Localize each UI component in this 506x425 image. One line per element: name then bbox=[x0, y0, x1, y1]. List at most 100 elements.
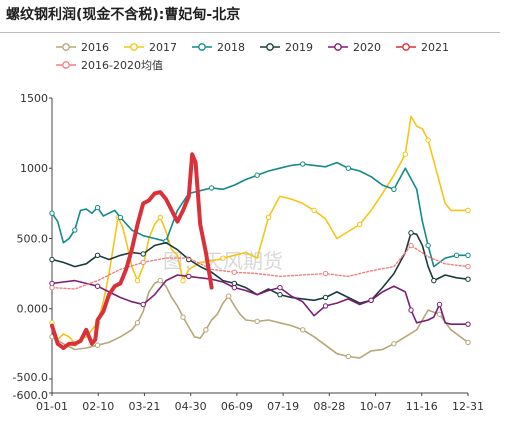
x-tick-label: 01-01 bbox=[36, 400, 68, 413]
series-marker bbox=[465, 276, 471, 282]
series-marker bbox=[186, 273, 192, 280]
x-tick-label: 03-21 bbox=[128, 400, 160, 413]
series-marker bbox=[94, 204, 101, 211]
legend-label: 2016-2020均值 bbox=[81, 59, 163, 72]
x-tick-label: 07-19 bbox=[267, 400, 299, 413]
series-line-1 bbox=[51, 115, 469, 345]
series-marker bbox=[465, 207, 471, 214]
series-marker bbox=[465, 321, 471, 327]
series-marker bbox=[134, 320, 141, 326]
watermark-text: 图：天风期货 bbox=[163, 249, 283, 273]
series-marker bbox=[231, 269, 238, 275]
series-marker bbox=[140, 259, 146, 266]
legend-item: 2017 bbox=[123, 41, 177, 54]
series-marker bbox=[94, 342, 101, 348]
y-tick-label: 0.000 bbox=[17, 303, 49, 316]
series-marker bbox=[231, 284, 238, 291]
y-tick-label: -500.0 bbox=[13, 371, 48, 384]
legend-item: 2020 bbox=[327, 41, 381, 54]
series-line-4 bbox=[51, 274, 469, 325]
legend-swatch-icon bbox=[56, 61, 76, 69]
series-marker bbox=[157, 277, 163, 284]
series-marker bbox=[311, 207, 317, 214]
y-tick-label: 1000 bbox=[20, 162, 48, 175]
x-tick-label: 11-16 bbox=[406, 400, 438, 413]
series-line-2 bbox=[51, 161, 469, 268]
series-marker bbox=[180, 314, 186, 320]
y-tick-label: 500.0 bbox=[17, 232, 49, 245]
legend-item: 2021 bbox=[395, 41, 449, 54]
series-marker bbox=[94, 252, 101, 259]
series-marker bbox=[208, 185, 215, 191]
legend-label: 2016 bbox=[81, 40, 109, 54]
series-marker bbox=[220, 255, 226, 261]
series-marker bbox=[465, 252, 471, 259]
series-marker bbox=[408, 230, 414, 236]
series-marker bbox=[357, 221, 363, 228]
series-marker bbox=[465, 339, 471, 346]
legend-swatch-icon bbox=[260, 43, 280, 51]
legend-item: 2016 bbox=[55, 41, 109, 54]
legend-item: 2018 bbox=[191, 41, 245, 54]
series-marker bbox=[72, 227, 78, 233]
legend-swatch-icon bbox=[192, 43, 212, 51]
series-marker bbox=[436, 301, 443, 308]
x-tick-label: 12-31 bbox=[452, 400, 484, 413]
legend-label: 2020 bbox=[353, 40, 381, 54]
legend-swatch-icon bbox=[396, 43, 416, 51]
series-marker bbox=[322, 294, 329, 301]
legend-row: 2016 2017 2018 2019 2020 2021 bbox=[55, 38, 495, 56]
chart-title: 螺纹钢利润(现金不含税):曹妃甸-北京 bbox=[6, 7, 241, 23]
series-marker bbox=[345, 165, 352, 171]
x-tick-label: 10-07 bbox=[360, 400, 392, 413]
series-marker bbox=[203, 327, 209, 333]
legend-swatch-icon bbox=[328, 43, 348, 51]
series-line-6 bbox=[51, 244, 469, 290]
series-marker bbox=[49, 284, 55, 291]
series-marker bbox=[425, 137, 431, 143]
chart-legend: 2016 2017 2018 2019 2020 2021 2016-2020均值 bbox=[55, 38, 495, 74]
legend-row: 2016-2020均值 bbox=[55, 56, 495, 74]
series-marker bbox=[254, 172, 260, 178]
legend-label: 2018 bbox=[217, 40, 245, 54]
title-divider bbox=[0, 32, 500, 33]
legend-label: 2017 bbox=[149, 40, 177, 54]
series-marker bbox=[322, 303, 329, 309]
legend-swatch-icon bbox=[56, 43, 76, 51]
series-marker bbox=[300, 161, 306, 167]
series-marker bbox=[225, 293, 232, 299]
x-tick-label: 02-10 bbox=[82, 400, 114, 413]
series-marker bbox=[94, 283, 101, 289]
series-marker bbox=[436, 311, 443, 318]
series-marker bbox=[465, 263, 471, 270]
series-marker bbox=[345, 353, 352, 360]
series-marker bbox=[408, 307, 414, 313]
series-marker bbox=[408, 242, 414, 249]
series-marker bbox=[391, 341, 397, 347]
legend-item: 2019 bbox=[259, 41, 313, 54]
series-marker bbox=[431, 277, 437, 284]
legend-swatch-icon bbox=[124, 43, 144, 51]
series-marker bbox=[117, 214, 124, 221]
series-marker bbox=[277, 284, 283, 291]
y-tick-label: -600.0 bbox=[13, 389, 48, 402]
series-marker bbox=[157, 214, 163, 221]
series-line-0 bbox=[51, 279, 469, 359]
series-marker bbox=[391, 186, 397, 193]
series-marker bbox=[49, 256, 55, 263]
series-marker bbox=[322, 270, 329, 277]
x-tick-label: 04-30 bbox=[175, 400, 207, 413]
series-marker bbox=[425, 242, 431, 249]
legend-label: 2021 bbox=[421, 40, 449, 54]
x-tick-label: 06-09 bbox=[221, 400, 253, 413]
series-marker bbox=[254, 318, 260, 325]
series-line-3 bbox=[51, 232, 469, 304]
legend-item: 2016-2020均值 bbox=[55, 57, 163, 73]
y-tick-label: 1500 bbox=[20, 92, 48, 105]
series-marker bbox=[180, 277, 186, 284]
series-line-5 bbox=[50, 152, 214, 350]
series-marker bbox=[140, 251, 146, 257]
series-marker bbox=[368, 297, 374, 303]
series-marker bbox=[265, 214, 272, 221]
